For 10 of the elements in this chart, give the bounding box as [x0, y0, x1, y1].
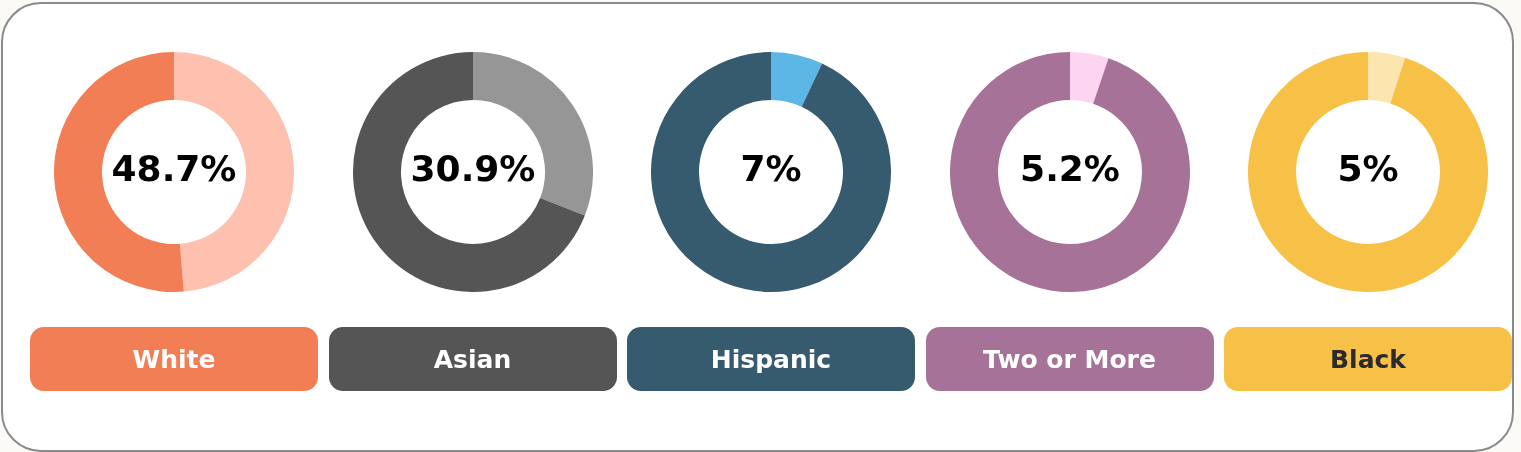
data-label: 5.2%: [1019, 148, 1120, 190]
text: Asian: [328, 327, 617, 391]
text: Black: [1224, 327, 1512, 391]
data-label: 30.9%: [410, 148, 535, 190]
data-label: 5%: [1337, 148, 1399, 190]
text: White: [30, 327, 318, 391]
data-label: 48.7%: [111, 148, 237, 190]
data-label: 7%: [740, 148, 802, 190]
text: Hispanic: [627, 327, 915, 391]
text: Two or More: [925, 327, 1214, 391]
